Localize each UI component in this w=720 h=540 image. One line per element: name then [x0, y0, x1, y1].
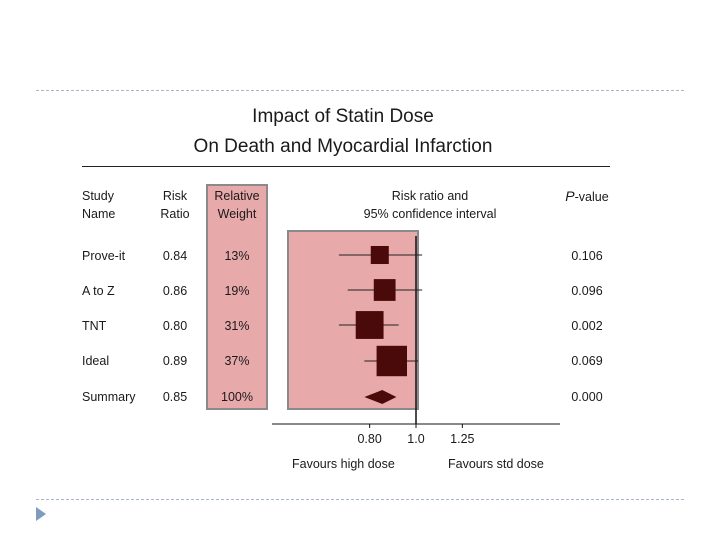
x-axis-tick-label: 1.0	[407, 432, 424, 446]
row-name: Ideal	[82, 354, 110, 368]
summary-diamond	[364, 390, 397, 404]
row-name: Prove-it	[82, 249, 126, 263]
row-p-value: 0.096	[571, 284, 603, 298]
header-study: Study Name	[82, 189, 116, 221]
relative-weight-panel	[206, 184, 268, 410]
slide-bullet-icon	[36, 507, 46, 521]
favours-high-dose-label: Favours high dose	[292, 457, 395, 471]
row-risk-ratio: 0.84	[162, 249, 188, 263]
row-risk-ratio: 0.89	[162, 354, 188, 368]
row-p-value: 0.002	[571, 319, 603, 333]
slide-subtitle: On Death and Myocardial Infarction	[193, 136, 493, 157]
study-estimate-marker	[370, 245, 389, 265]
summary-weight: 100%	[221, 390, 253, 404]
header-risk-ratio: Risk Ratio	[160, 189, 190, 221]
header-confidence-interval: Risk ratio and 95% confidence interval	[363, 189, 497, 221]
summary-row-name: Summary	[82, 390, 136, 404]
header-p-value: P-value	[565, 188, 609, 204]
row-p-value: 0.069	[571, 354, 603, 368]
favours-std-dose-label: Favours std dose	[448, 457, 544, 471]
header-relative-weight: Relative Weight	[214, 189, 260, 221]
row-weight: 19%	[224, 284, 250, 298]
study-estimate-marker	[376, 345, 407, 377]
summary-risk-ratio: 0.85	[162, 390, 188, 404]
x-axis-tick-label: 0.80	[357, 432, 381, 446]
row-risk-ratio: 0.80	[162, 319, 188, 333]
top-divider	[36, 90, 684, 91]
row-weight: 31%	[224, 319, 250, 333]
row-name: A to Z	[82, 284, 115, 298]
x-axis-tick-label: 1.25	[450, 432, 474, 446]
row-p-value: 0.106	[571, 249, 603, 263]
row-weight: 37%	[224, 354, 250, 368]
bottom-divider	[36, 499, 684, 500]
study-estimate-marker	[355, 311, 384, 339]
summary-p-value: 0.000	[571, 390, 603, 404]
study-estimate-marker	[373, 279, 396, 301]
slide-title: Impact of Statin Dose	[252, 106, 434, 127]
row-name: TNT	[82, 319, 107, 333]
row-weight: 13%	[224, 249, 250, 263]
forest-plot-panel	[287, 230, 419, 410]
title-rule	[82, 166, 610, 167]
row-risk-ratio: 0.86	[162, 284, 188, 298]
